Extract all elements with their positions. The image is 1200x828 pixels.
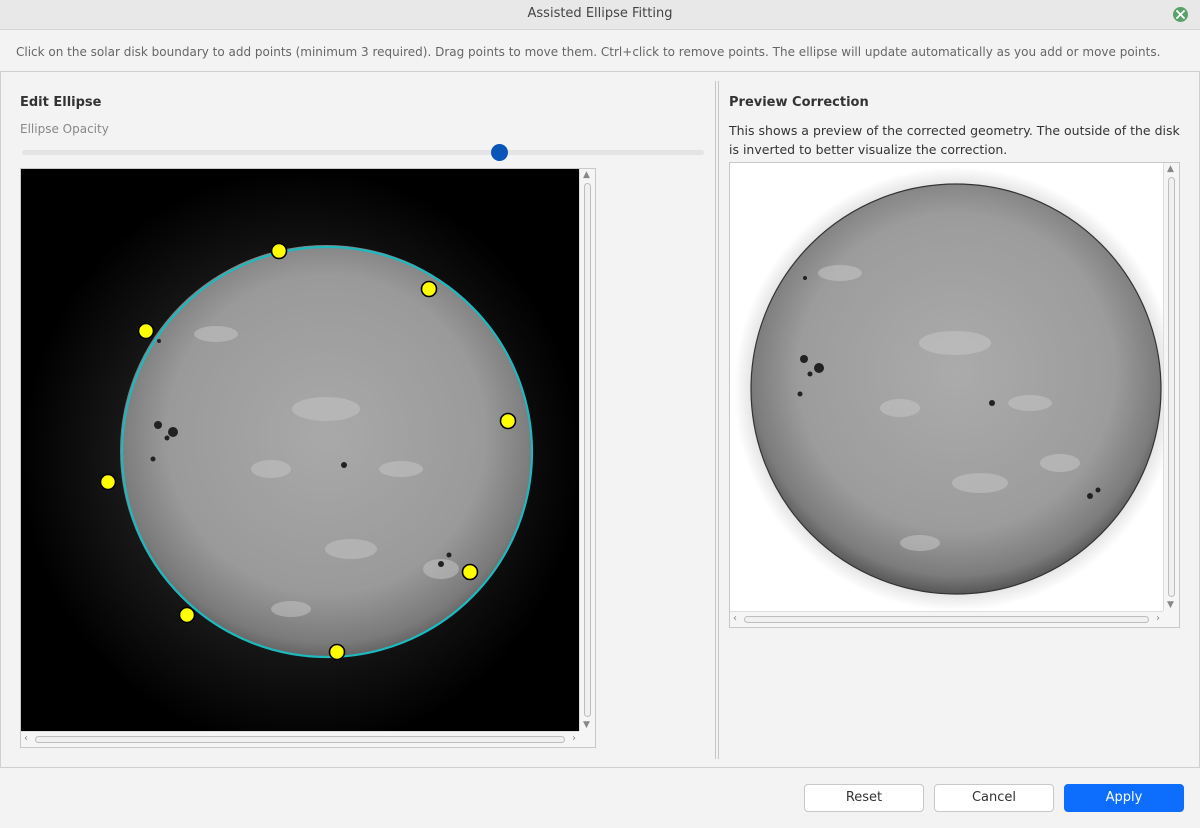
scroll-up-icon[interactable]: ▲ — [583, 170, 590, 180]
instructions-text: Click on the solar disk boundary to add … — [16, 45, 1161, 59]
splitter-line — [718, 81, 719, 759]
scroll-left-icon[interactable]: ‹ — [733, 613, 737, 624]
control-point — [178, 606, 196, 624]
control-point — [99, 473, 117, 491]
scroll-thumb[interactable] — [1168, 177, 1175, 597]
splitter-line — [715, 81, 716, 759]
window-title: Assisted Ellipse Fitting — [527, 6, 673, 21]
scroll-right-icon[interactable]: › — [572, 733, 576, 744]
scroll-thumb[interactable] — [744, 616, 1149, 623]
preview-description: This shows a preview of the corrected ge… — [729, 123, 1180, 157]
reset-button[interactable]: Reset — [804, 784, 924, 812]
scroll-down-icon[interactable]: ▼ — [1167, 600, 1174, 610]
corrected-disk-image — [730, 163, 1165, 613]
scroll-down-icon[interactable]: ▼ — [583, 720, 590, 730]
ellipse-opacity-slider[interactable] — [20, 144, 706, 161]
ellipse-opacity-label: Ellipse Opacity — [20, 122, 109, 136]
edit-ellipse-title: Edit Ellipse — [20, 95, 102, 110]
vertical-scrollbar[interactable]: ▲ ▼ — [1163, 163, 1179, 611]
horizontal-scrollbar[interactable]: ‹ › — [730, 611, 1163, 627]
control-point — [137, 322, 155, 340]
slider-track[interactable] — [22, 150, 704, 155]
control-point — [461, 563, 479, 581]
preview-correction-title: Preview Correction — [729, 95, 869, 110]
ellipse-edit-canvas[interactable]: ▲ ▼ ‹ › — [20, 168, 596, 748]
scroll-thumb[interactable] — [35, 736, 565, 743]
control-point — [328, 643, 346, 661]
panel-splitter[interactable] — [714, 81, 720, 759]
control-point — [270, 242, 288, 260]
control-point — [420, 280, 438, 298]
fitted-ellipse — [120, 245, 534, 659]
close-icon — [1176, 10, 1185, 19]
scroll-corner — [579, 731, 595, 747]
apply-button[interactable]: Apply — [1064, 784, 1184, 812]
slider-handle[interactable] — [491, 144, 509, 161]
scroll-corner — [1163, 611, 1179, 627]
horizontal-scrollbar[interactable]: ‹ › — [21, 731, 579, 747]
preview-canvas: ▲ ▼ ‹ › — [729, 162, 1180, 628]
solar-disk-image[interactable] — [21, 169, 581, 732]
scroll-up-icon[interactable]: ▲ — [1167, 164, 1174, 174]
scroll-left-icon[interactable]: ‹ — [24, 733, 28, 744]
cancel-button[interactable]: Cancel — [934, 784, 1054, 812]
close-button[interactable] — [1173, 7, 1188, 22]
vertical-scrollbar[interactable]: ▲ ▼ — [579, 169, 595, 731]
title-bar: Assisted Ellipse Fitting — [0, 0, 1200, 30]
scroll-thumb[interactable] — [584, 183, 591, 717]
control-point — [499, 412, 517, 430]
scroll-right-icon[interactable]: › — [1156, 613, 1160, 624]
